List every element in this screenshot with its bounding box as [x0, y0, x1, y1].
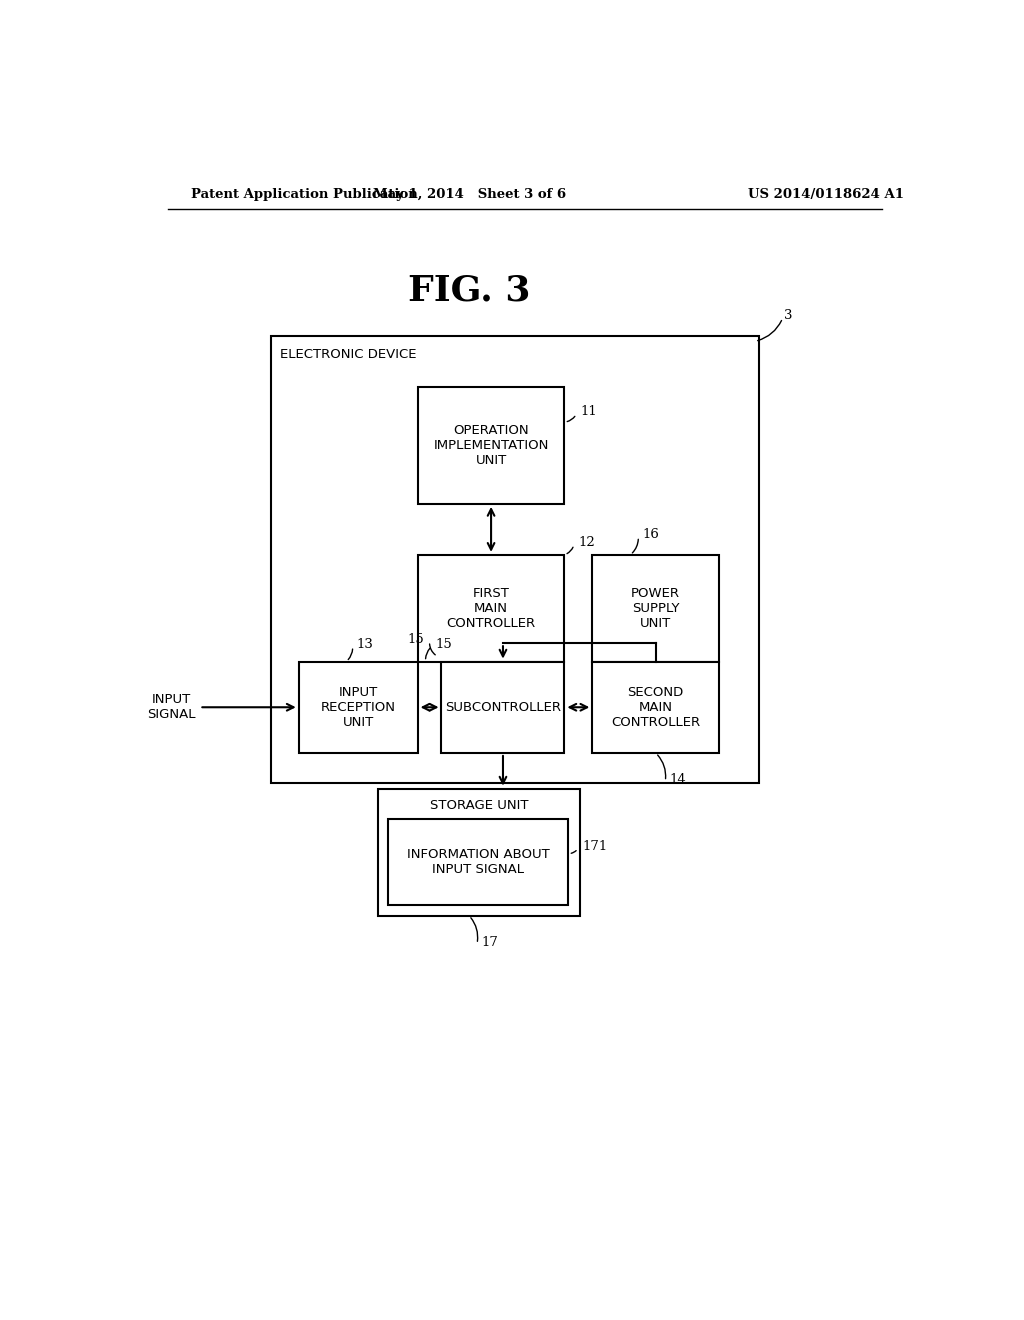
Text: US 2014/0118624 A1: US 2014/0118624 A1 [749, 189, 904, 202]
Bar [418, 554, 564, 661]
Text: 14: 14 [670, 774, 686, 785]
Text: 3: 3 [784, 309, 793, 322]
Text: ELECTRONIC DEVICE: ELECTRONIC DEVICE [281, 348, 417, 362]
Text: 15: 15 [436, 638, 453, 651]
Text: OPERATION
IMPLEMENTATION
UNIT: OPERATION IMPLEMENTATION UNIT [433, 424, 549, 467]
Text: 171: 171 [582, 840, 607, 853]
Bar [299, 661, 418, 752]
Text: FIG. 3: FIG. 3 [408, 273, 530, 308]
Bar [270, 337, 759, 784]
Bar [441, 661, 564, 752]
Text: 15: 15 [408, 632, 424, 645]
Text: FIRST
MAIN
CONTROLLER: FIRST MAIN CONTROLLER [446, 586, 536, 630]
Text: INPUT
RECEPTION
UNIT: INPUT RECEPTION UNIT [321, 686, 395, 729]
Text: 12: 12 [578, 536, 595, 549]
Bar [592, 661, 719, 752]
Text: May 1, 2014   Sheet 3 of 6: May 1, 2014 Sheet 3 of 6 [373, 189, 566, 202]
Text: 11: 11 [581, 405, 597, 418]
Bar [378, 788, 581, 916]
Bar [418, 387, 564, 504]
Text: 17: 17 [481, 936, 498, 949]
Text: SECOND
MAIN
CONTROLLER: SECOND MAIN CONTROLLER [611, 686, 700, 729]
Text: INFORMATION ABOUT
INPUT SIGNAL: INFORMATION ABOUT INPUT SIGNAL [407, 849, 549, 876]
Bar [387, 818, 568, 906]
Text: POWER
SUPPLY
UNIT: POWER SUPPLY UNIT [631, 586, 680, 630]
Text: SUBCONTROLLER: SUBCONTROLLER [445, 701, 561, 714]
Text: Patent Application Publication: Patent Application Publication [191, 189, 418, 202]
Bar [592, 554, 719, 661]
Text: 13: 13 [356, 638, 374, 651]
Text: STORAGE UNIT: STORAGE UNIT [430, 799, 528, 812]
Text: 16: 16 [642, 528, 659, 541]
Text: INPUT
SIGNAL: INPUT SIGNAL [147, 693, 196, 721]
